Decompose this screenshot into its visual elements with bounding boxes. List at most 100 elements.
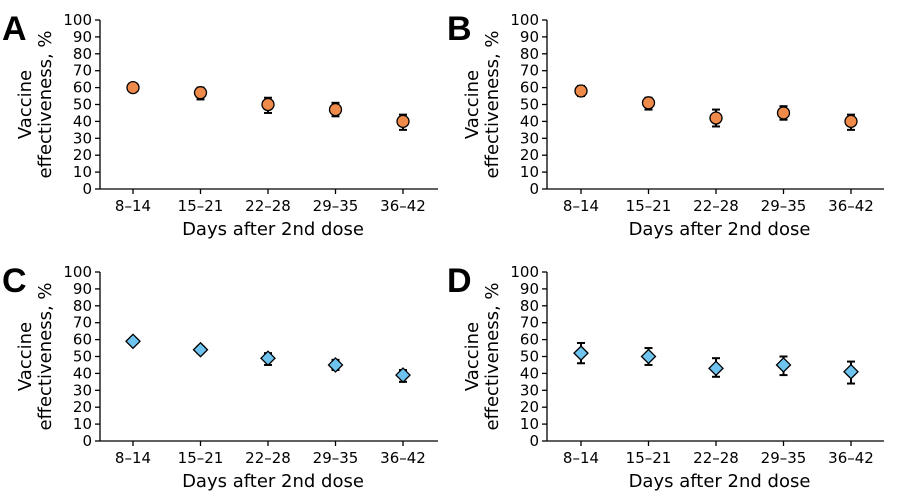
y-tick-label: 50: [520, 96, 539, 114]
x-tick-label: 29–35: [313, 449, 359, 467]
y-tick-label: 20: [73, 146, 92, 164]
y-axis-label: effectiveness, %: [482, 282, 503, 430]
y-axis-label: effectiveness, %: [482, 30, 503, 178]
y-tick-label: 90: [520, 28, 539, 46]
y-tick-label: 100: [510, 11, 539, 29]
data-point: [708, 360, 724, 377]
y-tick-label: 10: [73, 163, 92, 181]
x-tick-label: 15–21: [178, 449, 224, 467]
data-point: [640, 348, 657, 365]
x-axis-label: Days after 2nd dose: [182, 219, 364, 240]
y-tick-label: 10: [520, 415, 539, 433]
y-tick-label: 60: [520, 331, 539, 349]
y-tick-label: 20: [520, 146, 539, 164]
data-point: [573, 345, 589, 362]
panel-letter: A: [2, 10, 27, 48]
y-tick-label: 80: [520, 297, 539, 315]
y-tick-label: 50: [73, 348, 92, 366]
y-tick-label: 40: [520, 112, 539, 130]
panel-letter: B: [447, 10, 472, 48]
x-tick-label: 15–21: [178, 197, 224, 215]
y-tick-label: 100: [63, 263, 92, 281]
y-tick-label: 30: [520, 381, 539, 399]
data-point: [125, 333, 141, 350]
x-tick-label: 15–21: [626, 197, 672, 215]
data-point: [641, 96, 656, 110]
x-tick-label: 36–42: [828, 197, 874, 215]
y-tick-label: 90: [520, 280, 539, 298]
x-tick-label: 36–42: [380, 197, 426, 215]
x-tick-label: 36–42: [380, 449, 426, 467]
x-tick-label: 29–35: [761, 197, 807, 215]
x-axis-label: Days after 2nd dose: [629, 219, 811, 240]
y-tick-label: 30: [73, 129, 92, 147]
y-tick-label: 60: [73, 79, 92, 97]
y-tick-label: 50: [73, 96, 92, 114]
y-tick-label: 100: [510, 263, 539, 281]
y-axis-label: effectiveness, %: [35, 30, 56, 178]
x-tick-label: 29–35: [761, 449, 807, 467]
data-point: [260, 350, 276, 367]
data-point: [126, 80, 140, 95]
y-tick-label: 20: [73, 398, 92, 416]
y-tick-label: 10: [73, 415, 92, 433]
x-axis-label: Days after 2nd dose: [182, 471, 364, 492]
y-tick-label: 40: [73, 112, 92, 130]
y-tick-label: 30: [520, 129, 539, 147]
x-tick-label: 22–28: [245, 449, 291, 467]
y-axis-label: Vaccine: [15, 70, 36, 139]
x-tick-label: 8–14: [563, 197, 599, 215]
data-point: [327, 357, 344, 373]
data-point: [395, 367, 411, 384]
y-tick-label: 70: [520, 62, 539, 80]
y-tick-label: 60: [520, 79, 539, 97]
y-tick-label: 70: [73, 62, 92, 80]
y-tick-label: 90: [73, 280, 92, 298]
panel-letter: C: [2, 262, 27, 300]
x-tick-label: 29–35: [313, 197, 359, 215]
x-tick-label: 15–21: [626, 449, 672, 467]
y-tick-label: 0: [529, 432, 539, 450]
y-tick-label: 80: [520, 45, 539, 63]
y-tick-label: 0: [82, 432, 92, 450]
x-tick-label: 8–14: [563, 449, 599, 467]
data-point: [843, 363, 859, 380]
x-tick-label: 8–14: [115, 449, 151, 467]
x-tick-label: 36–42: [828, 449, 874, 467]
x-tick-label: 22–28: [693, 197, 739, 215]
y-axis-label: Vaccine: [462, 70, 483, 139]
panel-letter: D: [447, 262, 472, 300]
y-tick-label: 40: [520, 364, 539, 382]
data-point: [574, 84, 588, 98]
data-point: [192, 341, 209, 358]
y-tick-label: 0: [82, 180, 92, 198]
data-point: [844, 114, 858, 129]
data-point: [709, 111, 723, 125]
y-tick-label: 10: [520, 163, 539, 181]
y-axis-label: Vaccine: [462, 322, 483, 391]
x-axis-label: Days after 2nd dose: [629, 471, 811, 492]
x-tick-label: 22–28: [245, 197, 291, 215]
y-tick-label: 80: [73, 45, 92, 63]
y-tick-label: 40: [73, 364, 92, 382]
y-tick-label: 30: [73, 381, 92, 399]
x-tick-label: 8–14: [115, 197, 151, 215]
x-tick-label: 22–28: [693, 449, 739, 467]
y-tick-label: 90: [73, 28, 92, 46]
y-tick-label: 100: [63, 11, 92, 29]
data-point: [775, 357, 792, 373]
y-tick-label: 70: [73, 314, 92, 332]
data-point: [261, 97, 275, 112]
y-tick-label: 60: [73, 331, 92, 349]
y-axis-label: effectiveness, %: [35, 282, 56, 430]
data-point: [328, 102, 343, 117]
y-tick-label: 20: [520, 398, 539, 416]
y-axis-label: Vaccine: [15, 322, 36, 391]
y-tick-label: 80: [73, 297, 92, 315]
y-tick-label: 50: [520, 348, 539, 366]
